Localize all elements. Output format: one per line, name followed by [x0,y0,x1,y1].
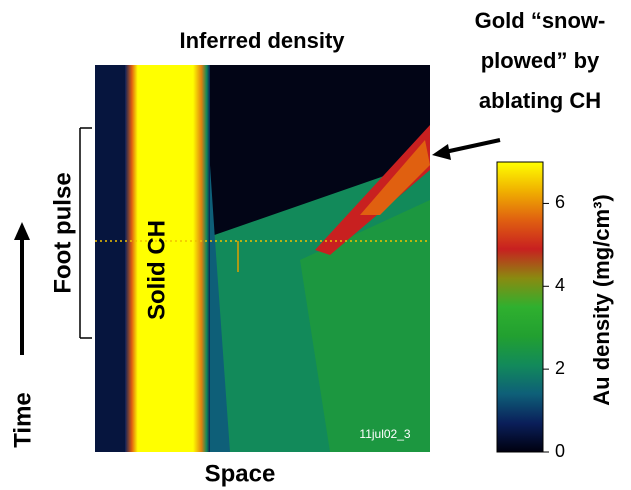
colorbar [496,161,544,453]
y-axis-label: Time [9,392,36,448]
annotation-arrow [432,138,501,160]
annotation: Gold “snow-plowed” by ablating CH [475,8,606,113]
colorbar-tick-label: 0 [555,441,565,461]
annotation-line: Gold “snow- [475,8,606,33]
annotation-line: plowed” by [481,48,600,73]
colorbar-tick-label: 4 [555,275,565,295]
colorbar-label: Au density (mg/cm³) [589,194,614,405]
chart-title: Inferred density [179,28,345,53]
density-image [95,65,430,452]
time-arrow [14,222,30,355]
bracket [79,127,92,339]
annotation-line: ablating CH [479,88,601,113]
x-axis-label: Space [205,460,276,487]
bracket-label: Foot pulse [49,172,76,293]
colorbar-tick-label: 2 [555,358,565,378]
shot-label: 11jul02_3 [359,427,410,441]
region-label: Solid CH [143,220,170,320]
colorbar-tick-label: 6 [555,192,565,212]
